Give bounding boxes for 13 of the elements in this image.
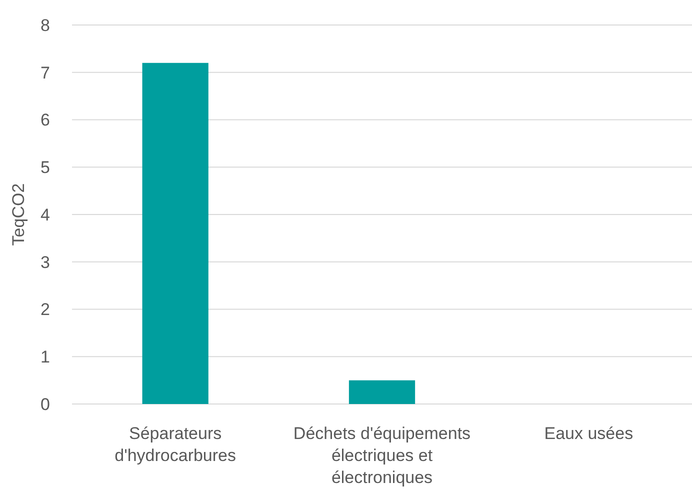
y-tick-label: 0 — [40, 394, 50, 414]
y-tick-label: 3 — [40, 252, 50, 272]
y-tick-label: 4 — [40, 205, 50, 224]
y-tick-label: 7 — [40, 63, 50, 82]
y-tick-label: 6 — [40, 110, 50, 130]
y-tick-label: 2 — [40, 300, 50, 320]
y-tick-label: 8 — [40, 16, 50, 35]
y-tick-label: 5 — [40, 158, 50, 178]
y-axis-title: TeqCO2 — [9, 183, 28, 246]
x-tick-label: Eaux usées — [544, 424, 634, 443]
y-tick-label: 1 — [40, 348, 50, 367]
x-tick-label: Déchets d'équipements électriques et électroniques — [293, 424, 471, 487]
x-tick-label: Séparateurs d'hydrocarbures — [114, 424, 236, 465]
